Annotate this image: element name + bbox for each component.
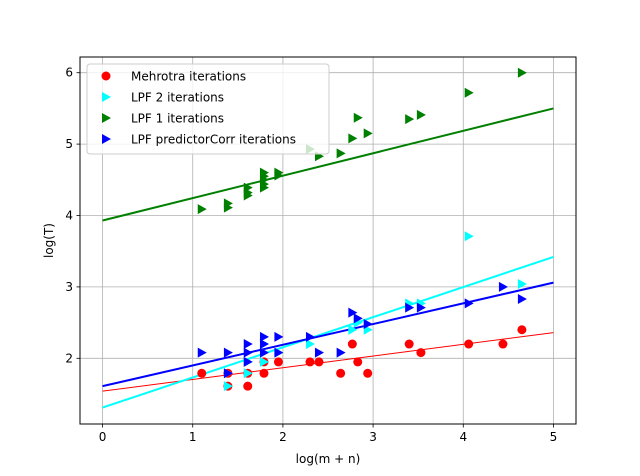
legend-label: Mehrotra iterations: [131, 70, 246, 84]
data-point: [243, 339, 253, 350]
fit-line: [102, 107, 554, 222]
data-point: [274, 347, 284, 358]
legend-marker: [102, 134, 111, 144]
x-tick-label: 5: [550, 430, 558, 444]
legend-label: LPF 1 iterations: [131, 112, 224, 126]
series-points: [197, 281, 527, 379]
data-point: [197, 368, 207, 378]
data-point: [223, 198, 233, 209]
fit-line: [102, 281, 554, 388]
data-point: [517, 67, 527, 78]
x-tick-label: 1: [189, 430, 197, 444]
data-point: [416, 109, 426, 120]
data-point: [259, 356, 269, 367]
data-point: [498, 339, 508, 349]
data-point: [353, 112, 363, 123]
x-tick-label: 3: [369, 430, 377, 444]
data-point: [243, 356, 253, 367]
data-point: [259, 339, 269, 350]
data-point: [336, 368, 346, 378]
data-point: [405, 114, 415, 125]
data-point: [259, 368, 269, 378]
data-point: [498, 281, 508, 292]
data-point: [243, 368, 253, 379]
legend-marker: [101, 71, 111, 81]
legend-marker: [102, 92, 111, 102]
fit-line: [102, 332, 554, 392]
data-point: [243, 347, 253, 358]
data-point: [336, 148, 346, 159]
data-point: [314, 357, 324, 367]
x-tick-label: 0: [99, 430, 107, 444]
data-point: [259, 347, 269, 358]
y-tick-label: 3: [65, 280, 73, 294]
y-tick-label: 2: [65, 351, 73, 365]
legend: Mehrotra iterations LPF 2 iterations LPF 1…: [86, 63, 330, 155]
legend-label: LPF predictorCorr iterations: [131, 133, 296, 147]
data-point: [353, 357, 363, 367]
data-point: [336, 347, 346, 358]
data-point: [243, 381, 253, 391]
data-point: [353, 313, 363, 324]
data-point: [517, 294, 527, 305]
data-point: [223, 368, 233, 379]
plot-frame: [79, 56, 577, 425]
x-axis-label: log(m + n): [296, 452, 361, 466]
data-point: [348, 324, 358, 335]
fit-lines: [102, 107, 554, 409]
data-point: [243, 182, 253, 193]
legend-label: LPF 2 iterations: [131, 91, 224, 105]
data-point: [405, 302, 415, 313]
data-point: [363, 368, 373, 378]
y-tick-label: 4: [65, 209, 73, 223]
data-point: [223, 381, 233, 392]
y-tick-label: 5: [65, 137, 73, 151]
data-point: [305, 331, 315, 342]
series-points: [197, 67, 527, 215]
data-point: [223, 347, 233, 358]
data-point: [305, 339, 315, 350]
data-point: [517, 279, 527, 290]
data-point: [274, 331, 284, 342]
data-point: [517, 325, 527, 335]
data-point: [259, 331, 269, 342]
data-point: [464, 298, 474, 309]
data-point: [347, 339, 357, 349]
data-point: [416, 348, 426, 358]
data-point: [197, 204, 207, 215]
data-point: [273, 357, 283, 367]
data-point: [274, 167, 284, 178]
legend-box: [86, 63, 330, 155]
data-point: [259, 167, 269, 178]
x-tick-label: 4: [459, 430, 467, 444]
data-point: [416, 302, 426, 313]
y-axis-label: log(T): [42, 223, 56, 258]
data-point: [464, 339, 474, 349]
data-point: [363, 128, 373, 139]
legend-marker: [102, 113, 111, 123]
data-point: [348, 133, 358, 144]
data-point: [197, 347, 207, 358]
data-point: [464, 231, 474, 242]
data-point: [305, 357, 315, 367]
data-point: [464, 87, 474, 98]
y-tick-label: 6: [65, 66, 73, 80]
data-point: [404, 339, 414, 349]
data-points: [197, 67, 527, 392]
data-point: [348, 307, 358, 318]
x-axis-ticks: 0 1 2 3 4 5: [99, 424, 558, 444]
fit-line: [102, 255, 554, 409]
data-point: [314, 347, 324, 358]
y-axis-ticks: 2 3 4 5 6: [65, 66, 80, 365]
data-point: [363, 319, 373, 330]
series-points: [197, 325, 527, 391]
x-tick-label: 2: [279, 430, 287, 444]
